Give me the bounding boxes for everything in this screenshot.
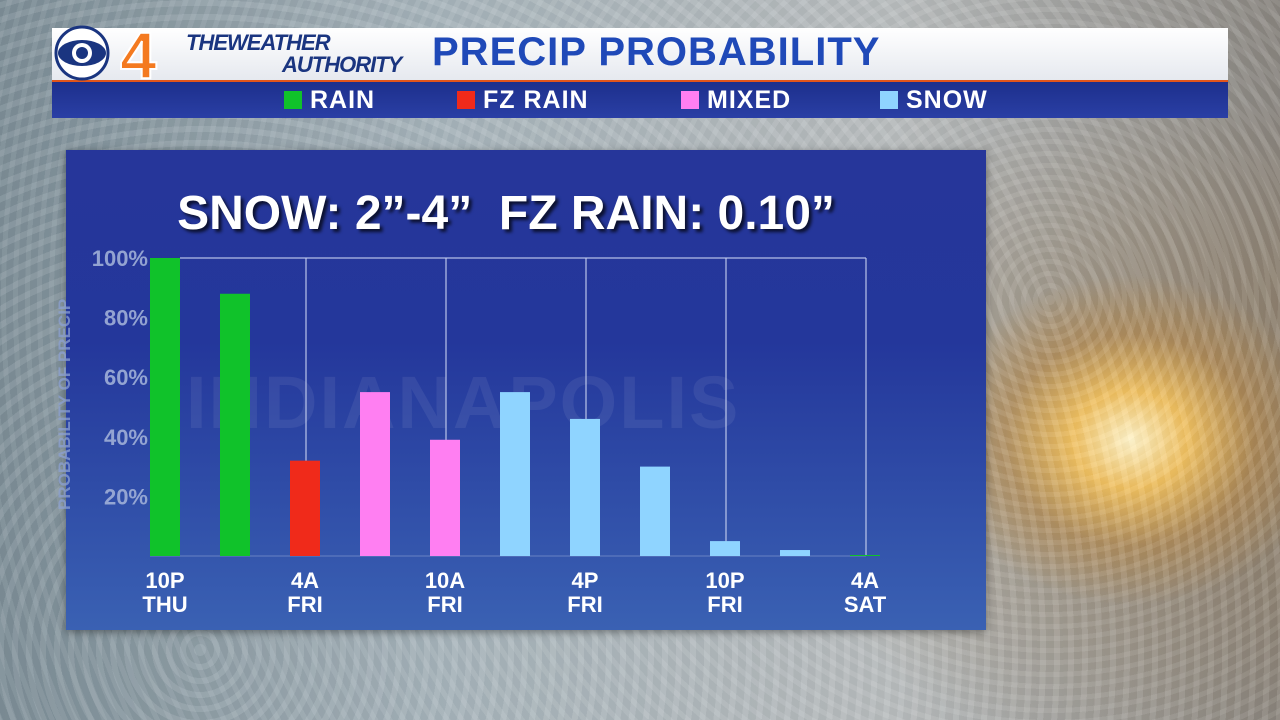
bar-snow (500, 392, 530, 556)
bar-rain (850, 555, 880, 556)
x-tick-sublabel: SAT (844, 592, 887, 617)
y-tick-label: 60% (104, 365, 148, 390)
bar-snow (710, 541, 740, 556)
x-tick-sublabel: FRI (287, 592, 322, 617)
chart-title: SNOW: 2”-4” FZ RAIN: 0.10” (177, 187, 835, 240)
fz-rain-swatch (457, 91, 475, 109)
brand-line1: THEWEATHER (186, 30, 331, 55)
brand-line2: AUTHORITY (282, 52, 402, 77)
snow-swatch (880, 91, 898, 109)
x-tick-label: 4A (851, 568, 879, 593)
y-tick-label: 20% (104, 484, 148, 509)
weather-authority-brand: THEWEATHER AUTHORITY (186, 30, 416, 78)
legend-item-fz-rain: FZ RAIN (457, 82, 589, 118)
legend-item-snow: SNOW (880, 82, 988, 118)
bar-snow (780, 550, 810, 556)
y-tick-label: 100% (92, 246, 148, 271)
x-tick-sublabel: THU (142, 592, 187, 617)
x-tick-label: 4P (572, 568, 599, 593)
legend-item-rain: RAIN (284, 82, 375, 118)
mixed-swatch (681, 91, 699, 109)
cbs4-logo: 4 (54, 22, 158, 84)
bar-mixed (360, 392, 390, 556)
legend-label-mixed: MIXED (707, 85, 792, 114)
legend-item-mixed: MIXED (681, 82, 791, 118)
legend-label-fz-rain: FZ RAIN (483, 85, 589, 114)
bar-fz-rain (290, 460, 320, 556)
y-tick-label: 80% (104, 306, 148, 331)
legend-label-snow: SNOW (906, 85, 988, 114)
page-title: PRECIP PROBABILITY (432, 30, 881, 74)
chart-panel: SNOW: 2”-4” FZ RAIN: 0.10” INDIANAPOLIS … (55, 150, 986, 630)
bar-rain (150, 258, 180, 556)
x-tick-sublabel: FRI (567, 592, 602, 617)
x-tick-label: 10P (145, 568, 184, 593)
x-tick-sublabel: FRI (707, 592, 742, 617)
bar-chart: 20%40%60%80%100%10PTHU4AFRI10AFRI4PFRI10… (92, 246, 887, 617)
rain-swatch (284, 91, 302, 109)
bar-snow (570, 418, 600, 556)
y-tick-label: 40% (104, 425, 148, 450)
bar-mixed (430, 439, 460, 556)
legend-bar: RAIN FZ RAIN MIXED SNOW (52, 82, 1228, 118)
x-tick-label: 10P (705, 568, 744, 593)
logo-number: 4 (120, 22, 157, 84)
x-tick-label: 4A (291, 568, 319, 593)
header-bar (52, 28, 1228, 83)
x-tick-label: 10A (425, 568, 465, 593)
legend-label-rain: RAIN (310, 85, 376, 114)
x-tick-sublabel: FRI (427, 592, 462, 617)
bar-snow (640, 466, 670, 556)
bar-rain (220, 293, 250, 556)
city-watermark: INDIANAPOLIS (186, 361, 741, 444)
